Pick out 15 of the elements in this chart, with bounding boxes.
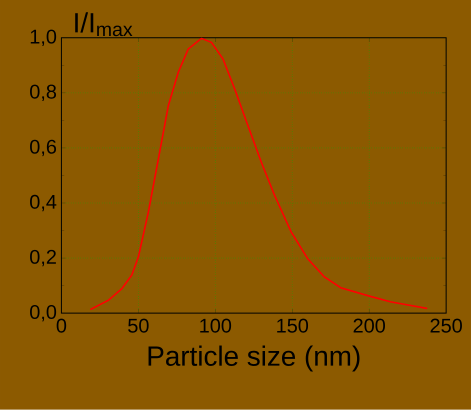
x-tick-label: 50	[128, 318, 149, 333]
y-tick-label: 0,0	[30, 305, 56, 322]
y-tick-label: 0,4	[30, 194, 56, 212]
y-tick-label: 0,8	[30, 84, 56, 102]
y-axis-title: I/I$_{max}$	[75, 12, 132, 36]
line-series	[90, 38, 428, 311]
x-tick-label: 100	[200, 318, 232, 333]
x-axis-title: Particle size (nm)	[148, 346, 360, 372]
x-tick-label: 250	[430, 318, 462, 333]
x-tick-label: 200	[354, 318, 385, 333]
y-tick-label: 1,0	[30, 30, 56, 46]
x-tick-label: 150	[277, 318, 308, 333]
y-tick-label: 0,6	[30, 140, 56, 156]
x-tick-label: 0	[56, 318, 66, 333]
y-tick-label: 0,2	[30, 250, 56, 266]
